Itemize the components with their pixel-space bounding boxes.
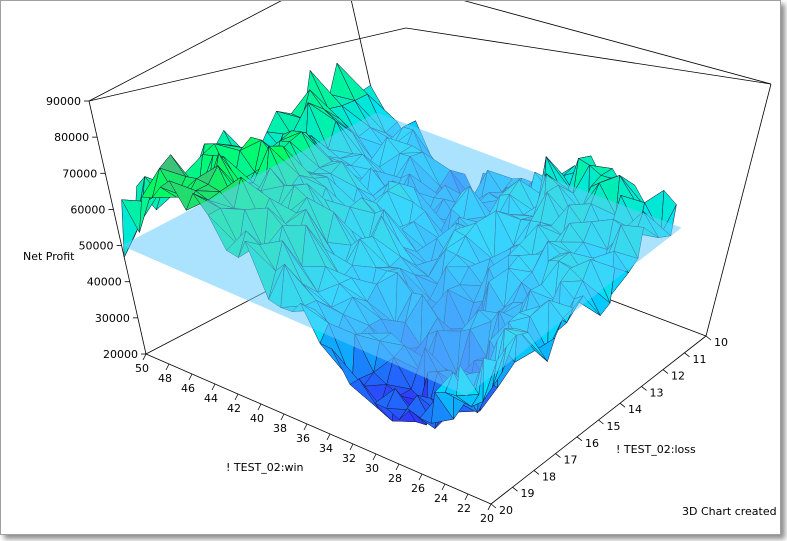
x-tick-mark	[303, 423, 308, 431]
box-edge	[145, 353, 492, 505]
x-tick-label: 26	[411, 482, 425, 495]
y-tick-mark	[533, 470, 540, 475]
x-tick-label: 50	[135, 362, 149, 375]
y-tick-label: 20	[499, 504, 513, 517]
box-edge	[88, 100, 147, 355]
z-tick-label: 80000	[54, 131, 89, 144]
x-tick-mark	[257, 403, 262, 411]
x-tick-mark	[234, 393, 239, 401]
x-tick-label: 28	[388, 472, 402, 485]
x-tick-label: 32	[342, 452, 356, 465]
x-tick-label: 42	[227, 402, 241, 415]
x-tick-mark	[142, 353, 147, 361]
z-tick-label: 70000	[62, 167, 97, 180]
z-tick-label: 50000	[79, 240, 114, 253]
y-tick-mark	[619, 402, 626, 408]
y-axis-ticks: 10 11 12 13 14 15 16 17 18 19 20	[490, 335, 728, 517]
box-edge	[88, 1, 282, 102]
x-tick-mark	[211, 383, 216, 391]
y-tick-mark	[555, 453, 561, 458]
x-tick-label: 38	[273, 422, 287, 435]
reference-plane-shape	[121, 112, 682, 396]
x-tick-label: 44	[204, 392, 218, 405]
x-tick-mark	[188, 373, 193, 381]
y-tick-label: 10	[714, 336, 728, 349]
x-tick-label: 40	[250, 412, 264, 425]
x-axis-ticks: 50 48 46 44 42 40 38 36 34 32 30 28 26 24 22 20	[135, 353, 494, 525]
x-tick-label: 24	[434, 492, 448, 505]
box-edge	[705, 83, 772, 337]
x-tick-mark	[395, 463, 400, 471]
x-axis-title: ! TEST_02:win	[226, 461, 304, 474]
y-tick-label: 13	[650, 386, 664, 399]
x-tick-label: 46	[181, 382, 195, 395]
y-axis-title: ! TEST_02:loss	[616, 443, 696, 456]
x-tick-mark	[280, 413, 285, 421]
z-tick-label: 30000	[95, 312, 130, 325]
y-tick-mark	[684, 352, 690, 358]
x-tick-mark	[464, 493, 469, 501]
y-tick-label: 11	[693, 353, 707, 366]
x-tick-mark	[349, 443, 354, 451]
x-tick-mark	[441, 483, 446, 491]
y-tick-label: 19	[521, 487, 535, 500]
y-tick-label: 15	[607, 420, 621, 433]
x-tick-mark	[418, 473, 423, 481]
x-tick-label: 20	[480, 512, 494, 525]
x-tick-label: 30	[365, 462, 379, 475]
x-tick-mark	[372, 453, 377, 461]
reference-plane	[121, 112, 682, 396]
y-tick-mark	[641, 386, 647, 391]
surface-chart: 20000 30000 40000 50000 60000 70000 80000 90000…	[23, 1, 777, 525]
y-tick-mark	[705, 335, 712, 341]
z-axis-title: Net Profit	[23, 250, 75, 263]
y-tick-label: 18	[542, 470, 556, 483]
x-tick-label: 22	[457, 502, 471, 515]
x-tick-mark	[326, 433, 331, 441]
x-tick-mark	[487, 503, 492, 511]
z-tick-label: 20000	[103, 348, 138, 361]
y-tick-label: 12	[671, 370, 685, 383]
box-edge	[405, 27, 772, 85]
x-tick-mark	[165, 363, 170, 371]
z-axis-ticks: 20000 30000 40000 50000 60000 70000 80000 90000	[46, 95, 146, 361]
x-tick-label: 34	[319, 442, 333, 455]
z-tick-label: 60000	[70, 203, 105, 216]
z-tick-label: 40000	[87, 276, 122, 289]
y-tick-mark	[512, 486, 518, 492]
x-tick-label: 48	[158, 372, 172, 385]
x-tick-label: 36	[296, 432, 310, 445]
y-tick-mark	[598, 419, 604, 425]
y-tick-label: 17	[564, 454, 578, 467]
y-tick-mark	[490, 503, 497, 509]
y-tick-mark	[662, 369, 669, 374]
status-text: 3D Chart created	[682, 505, 777, 518]
z-tick-label: 90000	[46, 95, 81, 108]
box-edge	[463, 1, 772, 85]
y-tick-mark	[576, 436, 583, 442]
box-edge	[88, 27, 407, 102]
y-tick-label: 14	[628, 403, 642, 416]
y-tick-label: 16	[585, 437, 599, 450]
